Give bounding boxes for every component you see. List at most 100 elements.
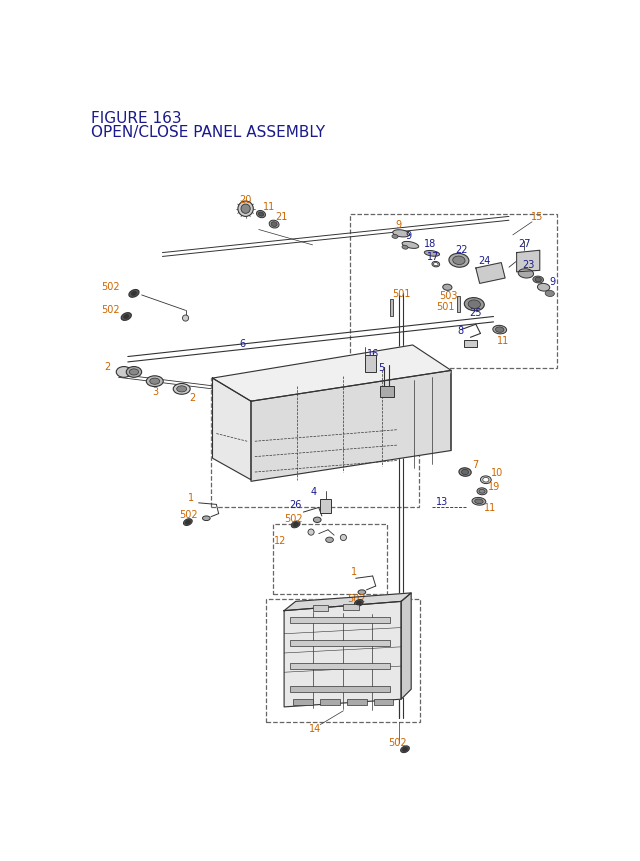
Text: 8: 8 <box>458 325 463 335</box>
Ellipse shape <box>535 278 541 282</box>
Circle shape <box>182 316 189 322</box>
Bar <box>463 340 477 348</box>
Text: 27: 27 <box>518 239 531 249</box>
Bar <box>289 663 390 669</box>
Polygon shape <box>476 263 505 284</box>
Bar <box>390 300 394 316</box>
Bar <box>289 686 390 692</box>
Text: 1: 1 <box>188 492 194 502</box>
Text: 501: 501 <box>436 302 455 313</box>
Ellipse shape <box>403 747 408 752</box>
Ellipse shape <box>459 468 471 477</box>
Circle shape <box>340 535 346 541</box>
Ellipse shape <box>449 254 469 268</box>
Ellipse shape <box>293 523 298 527</box>
Ellipse shape <box>452 257 465 265</box>
Bar <box>320 499 331 513</box>
Text: 17: 17 <box>427 252 439 262</box>
Text: 15: 15 <box>531 212 543 222</box>
Ellipse shape <box>124 315 129 319</box>
Ellipse shape <box>269 221 279 229</box>
Text: 502: 502 <box>388 737 406 746</box>
Ellipse shape <box>129 290 139 298</box>
Ellipse shape <box>186 520 191 524</box>
Text: 22: 22 <box>455 245 468 255</box>
Ellipse shape <box>259 213 264 217</box>
Polygon shape <box>212 379 251 480</box>
Text: 502: 502 <box>284 514 303 523</box>
Text: 502: 502 <box>101 282 120 291</box>
Ellipse shape <box>424 251 440 257</box>
Ellipse shape <box>126 367 141 378</box>
Ellipse shape <box>147 376 163 387</box>
Ellipse shape <box>402 246 408 250</box>
Text: 7: 7 <box>472 460 478 470</box>
Text: 11: 11 <box>497 335 509 345</box>
Text: 11: 11 <box>262 202 275 212</box>
Text: 24: 24 <box>478 256 490 266</box>
Text: 1: 1 <box>351 566 357 576</box>
Ellipse shape <box>518 269 534 279</box>
Bar <box>365 356 376 373</box>
Ellipse shape <box>355 600 363 607</box>
Bar <box>273 525 387 594</box>
Polygon shape <box>516 251 540 273</box>
Text: FIGURE 163: FIGURE 163 <box>91 111 182 126</box>
Ellipse shape <box>150 379 160 385</box>
Ellipse shape <box>326 537 333 543</box>
Ellipse shape <box>481 476 492 484</box>
Ellipse shape <box>538 284 550 292</box>
Text: 503: 503 <box>439 291 458 300</box>
Ellipse shape <box>433 263 438 266</box>
Text: 4: 4 <box>311 486 317 497</box>
Polygon shape <box>212 345 451 402</box>
Bar <box>211 379 419 508</box>
Ellipse shape <box>475 499 483 504</box>
Bar <box>380 387 394 397</box>
Ellipse shape <box>184 519 192 526</box>
Ellipse shape <box>356 601 362 605</box>
Ellipse shape <box>495 327 504 333</box>
Text: 9: 9 <box>550 276 556 287</box>
Polygon shape <box>401 593 411 699</box>
Ellipse shape <box>432 262 440 268</box>
Text: 9: 9 <box>406 231 412 240</box>
Ellipse shape <box>202 517 210 521</box>
Text: 6: 6 <box>239 338 246 349</box>
Ellipse shape <box>121 313 131 321</box>
Bar <box>349 215 557 369</box>
Text: 25: 25 <box>469 307 481 318</box>
Text: 13: 13 <box>436 497 448 507</box>
Ellipse shape <box>472 498 486 505</box>
Ellipse shape <box>131 292 136 296</box>
Text: 10: 10 <box>492 468 504 478</box>
Text: 3: 3 <box>152 387 159 397</box>
Ellipse shape <box>468 300 481 309</box>
Bar <box>348 699 367 705</box>
Ellipse shape <box>464 298 484 312</box>
Bar <box>289 641 390 647</box>
Ellipse shape <box>358 590 365 595</box>
Ellipse shape <box>392 235 398 239</box>
Text: 20: 20 <box>239 195 252 204</box>
Text: 11: 11 <box>484 503 496 513</box>
Polygon shape <box>284 602 401 707</box>
Ellipse shape <box>477 488 487 495</box>
Text: 502: 502 <box>101 305 120 314</box>
Ellipse shape <box>401 746 410 753</box>
Bar <box>293 699 312 705</box>
Text: 5: 5 <box>378 362 384 372</box>
Text: 9: 9 <box>396 220 402 230</box>
Ellipse shape <box>173 384 190 395</box>
Ellipse shape <box>116 367 132 378</box>
Text: 23: 23 <box>522 260 534 269</box>
Text: 16: 16 <box>367 349 379 358</box>
Ellipse shape <box>483 478 489 482</box>
Circle shape <box>241 205 250 214</box>
Ellipse shape <box>257 211 266 219</box>
Text: 21: 21 <box>276 212 288 222</box>
Ellipse shape <box>443 285 452 291</box>
Text: 502: 502 <box>348 593 366 603</box>
Text: 12: 12 <box>274 536 287 545</box>
Text: 501: 501 <box>393 289 411 299</box>
